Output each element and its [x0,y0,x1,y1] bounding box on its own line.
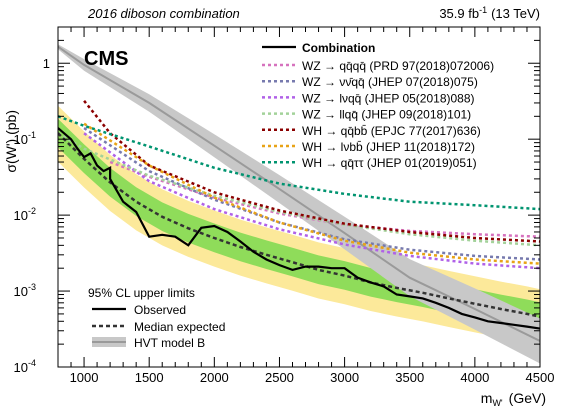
channel-line-4 [83,100,540,243]
legend2-title: 95% CL upper limits [88,286,195,300]
y-tick-exp: -2 [28,206,36,216]
x-tick-label: 1500 [135,370,164,385]
legend-label-2: WZ → lνqq̄ (JHEP 05(2018)088) [302,91,475,105]
observed-line [58,127,540,330]
x-axis-label-main: m [481,390,493,406]
x-axis-label-unit: (GeV) [509,390,546,406]
legend-label-3: WZ → llqq̄ (JHEP 09(2018)101) [302,108,471,122]
legend-label-6: WH → qq̄ττ (JHEP 01(2019)051) [302,156,477,170]
legend-primary: Combination WZ → qq̄qq̄ (PRD 97(2018)0720… [262,41,494,170]
y-tick-exp: -3 [28,282,36,292]
legend-secondary: 95% CL upper limits Observed Median expect… [88,286,225,350]
y-tick-base: 10 [14,208,28,223]
legend2-model-label: HVT model B [134,336,205,350]
lumi-value: 35.9 fb [439,6,479,21]
y-tick-base: 1 [43,56,50,71]
x-tick-label: 2500 [265,370,294,385]
y-tick-label: 10-2 [14,206,36,223]
x-tick-label: 4500 [526,370,555,385]
x-tick-label: 2000 [200,370,229,385]
y-tick-base: 10 [14,132,28,147]
legend-label-4: WH → qq̄bb̄ (EPJC 77(2017)636) [302,124,481,138]
axes: 1000 1500 2000 2500 3000 3500 4000 450010-410-3… [14,27,555,385]
header-right: 35.9 fb-1 (13 TeV) [439,5,540,21]
x-axis-label: mW' (GeV) [481,390,546,408]
cms-label: CMS [84,48,128,70]
x-tick-label: 4000 [460,370,489,385]
energy-label: (13 TeV) [491,6,540,21]
y-axis-label: σ(W') (pb) [3,110,19,173]
y-tick-exp: -1 [28,130,36,140]
plot-frame [57,26,541,368]
channel-line-0 [109,160,540,238]
header-left: 2016 diboson combination [87,6,240,21]
legend2-expected-label: Median expected [134,320,225,334]
y-tick-label: 10-4 [14,358,36,375]
x-tick-label: 1000 [70,370,99,385]
y-tick-base: 10 [14,284,28,299]
plot-area [58,44,540,364]
channel-line-3 [58,132,540,247]
lumi-exponent: -1 [479,5,487,15]
x-tick-label: 3000 [330,370,359,385]
expected-line [58,132,540,318]
x-tick-label: 3500 [395,370,424,385]
y-tick-label: 10-3 [14,282,36,299]
channel-line-6 [58,115,540,211]
legend2-observed-label: Observed [134,303,186,317]
legend-label-5: WH → lνbb̄ (JHEP 11(2018)172) [302,140,475,154]
y-tick-exp: -4 [28,358,36,368]
channel-line-2 [83,132,540,270]
x-axis-label-sub: W' [492,398,502,408]
y-tick-label: 10-1 [14,130,36,147]
hvt-model-band [58,44,540,364]
legend-label-1: WZ → νν̄qq̄ (JHEP 07(2018)075) [302,75,478,89]
legend-combination-label: Combination [302,41,375,55]
y-tick-label: 1 [43,56,50,71]
legend-label-0: WZ → qq̄qq̄ (PRD 97(2018)072006) [302,59,494,73]
channel-line-5 [83,122,540,265]
y-tick-base: 10 [14,360,28,375]
